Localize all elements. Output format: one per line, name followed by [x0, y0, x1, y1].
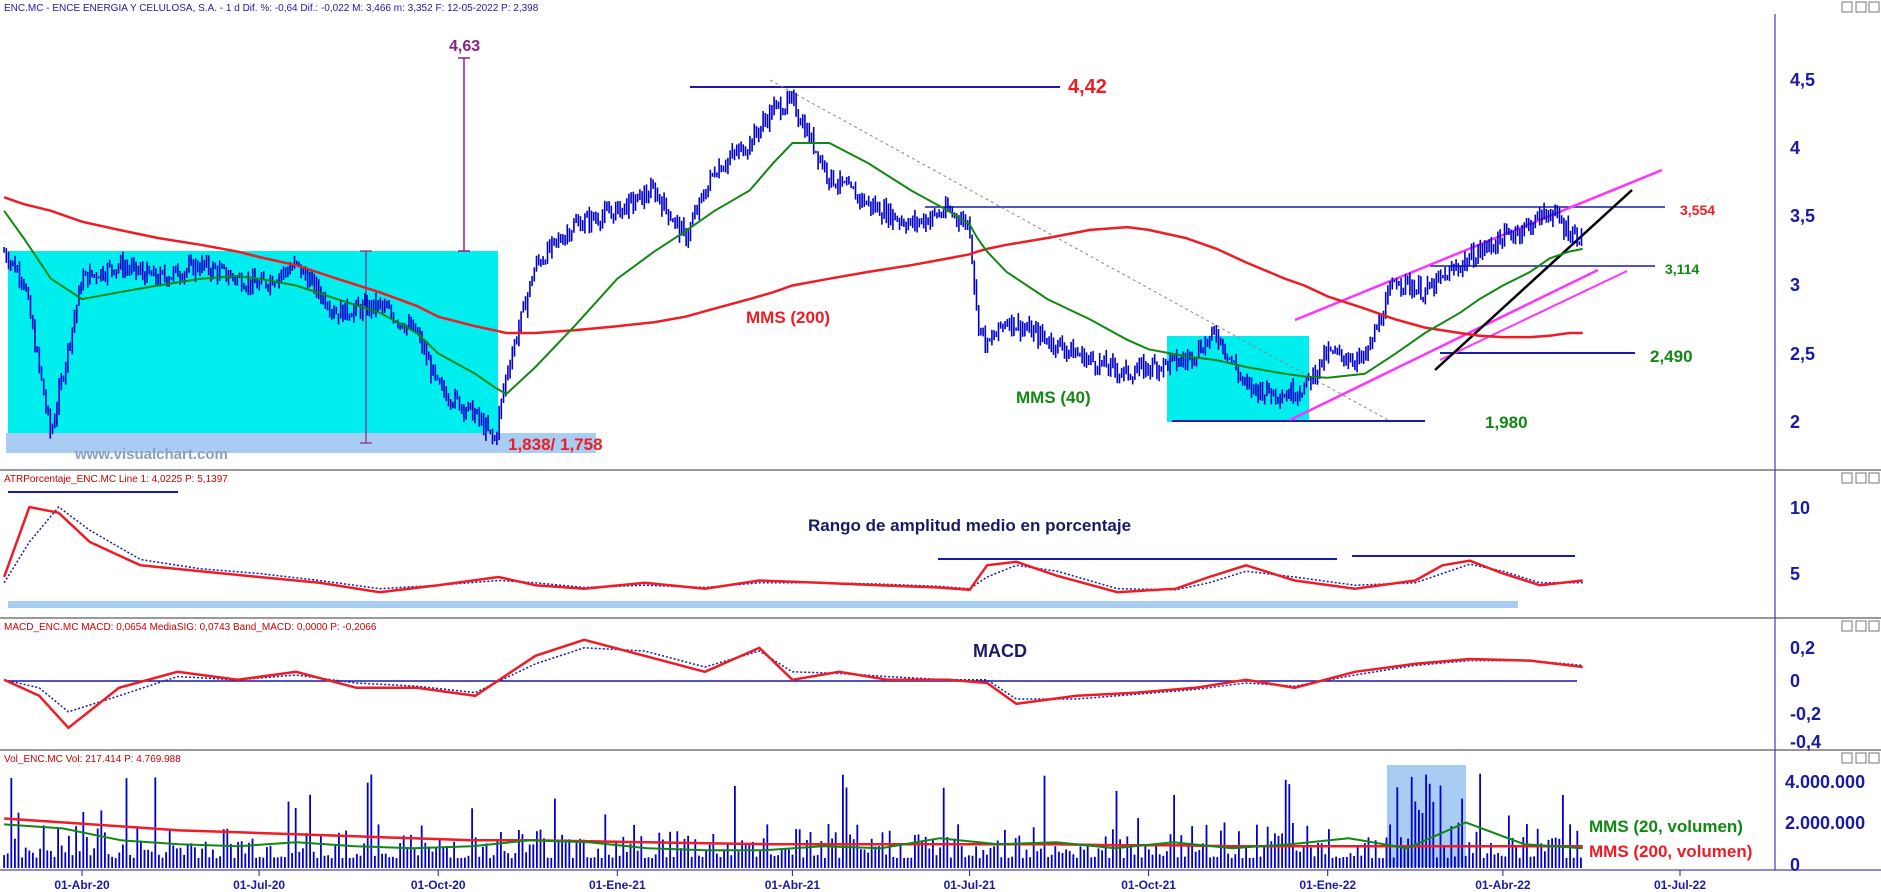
x-tick-label: 01-Abr-21	[765, 878, 821, 892]
price-tick-3-5: 3,5	[1790, 206, 1815, 226]
volume-bars	[3, 773, 1582, 868]
atr-panel-header: ATRPorcentaje_ENC.MC Line 1: 4,0225 P: 5…	[4, 474, 228, 485]
atr-baseline-band	[8, 601, 1518, 608]
minimize-button[interactable]	[1841, 1, 1853, 13]
x-tick-label: 01-Oct-20	[411, 878, 466, 892]
channel-lower-projection	[1439, 270, 1628, 361]
measure-arrow	[360, 57, 470, 444]
x-tick-label: 01-Jul-21	[944, 878, 996, 892]
uptrend-line	[1434, 189, 1633, 371]
price-tick-2: 2	[1790, 412, 1800, 432]
label-mms200: MMS (200)	[746, 308, 830, 327]
price-tick-3: 3	[1790, 275, 1800, 295]
price-tick-4-5: 4,5	[1790, 70, 1815, 90]
atr-tick-10: 10	[1790, 498, 1810, 518]
macd-tick-neg-0-4: -0,4	[1790, 732, 1821, 752]
x-tick-label: 01-Abr-22	[1475, 878, 1531, 892]
label-1-980: 1,980	[1485, 413, 1528, 432]
vol-tick-4m: 4.000.000	[1785, 772, 1865, 792]
label-3-554: 3,554	[1680, 202, 1715, 218]
close-button[interactable]	[1868, 1, 1880, 13]
x-tick-label: 01-Oct-21	[1121, 878, 1176, 892]
vol-mms200-line	[4, 817, 1583, 848]
vol-mms20-label: MMS (20, volumen)	[1589, 817, 1743, 836]
label-2-490: 2,490	[1650, 347, 1693, 366]
mms40-line	[3, 142, 1583, 396]
label-3-114: 3,114	[1665, 261, 1699, 277]
macd-minimize-button[interactable]	[1841, 620, 1853, 632]
vol-restore-button[interactable]	[1855, 752, 1867, 764]
vol-panel-header: Vol_ENC.MC Vol: 217.414 P: 4.769.988	[4, 754, 181, 765]
vol-mms20-line	[4, 821, 1583, 852]
vol-mms200-label: MMS (200, volumen)	[1589, 842, 1752, 861]
macd-tick-0-2: 0,2	[1790, 638, 1815, 658]
x-tick-label: 01-Jul-20	[233, 878, 285, 892]
macd-restore-button[interactable]	[1855, 620, 1867, 632]
vol-tick-2m: 2.000.000	[1785, 813, 1865, 833]
atr-minimize-button[interactable]	[1841, 472, 1853, 484]
restore-button[interactable]	[1855, 1, 1867, 13]
atr-title: Rango de amplitud medio en porcentaje	[808, 516, 1131, 535]
atr-restore-button[interactable]	[1855, 472, 1867, 484]
atr-tick-5: 5	[1790, 564, 1800, 584]
macd-panel-header: MACD_ENC.MC MACD: 0,0654 MediaSIG: 0,074…	[4, 622, 377, 633]
channel-lower	[1289, 268, 1599, 422]
vol-tick-0: 0	[1790, 855, 1800, 875]
atr-close-button[interactable]	[1868, 472, 1880, 484]
label-mms40: MMS (40)	[1016, 388, 1091, 407]
price-tick-4: 4	[1790, 138, 1800, 158]
atr-signal-line	[3, 505, 1583, 591]
x-tick-label: 01-Jul-22	[1654, 878, 1706, 892]
label-4-63: 4,63	[449, 38, 480, 55]
support-band	[6, 433, 596, 453]
macd-tick-0: 0	[1790, 671, 1800, 691]
price-window-controls	[1841, 1, 1880, 764]
panel-frames	[0, 14, 1881, 871]
atr-line	[2, 505, 1583, 594]
price-tick-2-5: 2,5	[1790, 344, 1815, 364]
price-y-axis: 4,5 4 3,5 3 2,5 2	[1790, 70, 1815, 432]
x-tick-label: 01-Abr-20	[54, 878, 110, 892]
watermark: www.visualchart.com	[74, 446, 228, 463]
price-panel-header: ENC.MC - ENCE ENERGIA Y CELULOSA, S.A. -…	[4, 3, 539, 14]
x-tick-label: 01-Ene-22	[1299, 878, 1356, 892]
macd-close-button[interactable]	[1868, 620, 1880, 632]
time-axis: 01-Abr-20 01-Jul-20 01-Oct-20 01-Ene-21 01-A…	[54, 870, 1706, 892]
x-tick-label: 01-Ene-21	[589, 878, 646, 892]
vol-minimize-button[interactable]	[1841, 752, 1853, 764]
dotted-downtrend	[769, 79, 1391, 422]
price-ohlc-series	[3, 89, 1583, 446]
macd-title: MACD	[973, 641, 1027, 661]
macd-line	[3, 638, 1583, 730]
label-4-42: 4,42	[1068, 76, 1107, 98]
macd-tick-neg-0-2: -0,2	[1790, 704, 1821, 724]
label-1-838: 1,838/ 1,758	[508, 435, 603, 454]
vol-close-button[interactable]	[1868, 752, 1880, 764]
mms200-line	[3, 196, 1583, 339]
